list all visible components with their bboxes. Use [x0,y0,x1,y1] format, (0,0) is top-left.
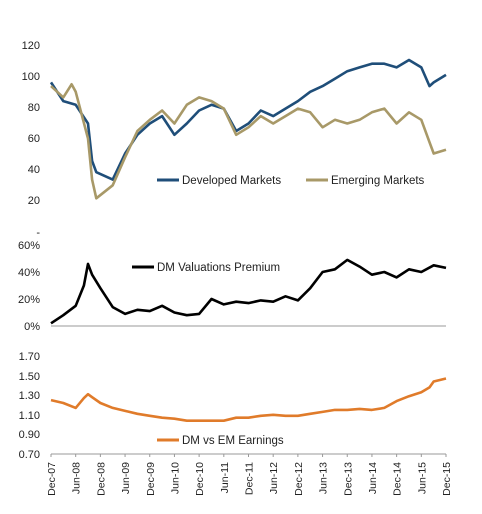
series-line-dm-valuations-premium [50,258,447,325]
x-tick-label: Jun-10 [169,462,181,494]
x-tick-label: Jun-12 [268,462,280,494]
y-tick-label: 80 [28,102,40,114]
y-tick-label: - [36,227,40,239]
y-tick-label: 0.90 [19,429,40,441]
x-tick-label: Jun-13 [318,462,330,494]
x-tick-label: Jun-08 [71,462,83,494]
legend-label: DM vs EM Earnings [182,435,284,447]
y-tick-label: 60% [18,240,40,252]
series-line-emerging-markets [50,83,447,200]
x-tick-label: Dec-08 [95,462,107,496]
x-tick-label: Jun-15 [416,462,428,494]
legend-label: Developed Markets [182,175,281,187]
x-tick-label: Jun-09 [120,462,132,494]
y-tick-label: 40 [28,164,40,176]
y-tick-label: 20% [18,294,40,306]
x-tick-label: Dec-13 [342,462,354,496]
y-tick-label: 0.70 [19,449,40,461]
y-tick-label: 40% [18,267,40,279]
legend-label: Emerging Markets [331,175,425,187]
x-tick-label: Dec-15 [441,462,453,496]
legend-label: DM Valuations Premium [157,262,280,274]
x-tick-label: Dec-09 [145,462,157,496]
x-tick-label: Jun-14 [367,462,379,494]
y-tick-label: 20 [28,195,40,207]
y-tick-label: 100 [22,71,40,83]
series-line-developed-markets [49,58,447,181]
y-tick-label: 1.10 [19,410,40,422]
y-tick-label: 1.70 [19,351,40,363]
x-tick-label: Jun-11 [219,462,231,493]
x-tick-label: Dec-12 [293,462,305,496]
y-tick-label: 0% [24,321,40,333]
series-line-dm-vs-em-earnings [50,377,447,423]
x-tick-label: Dec-07 [46,462,58,496]
y-tick-label: 60 [28,133,40,145]
y-tick-label: 1.50 [19,371,40,383]
x-tick-label: Dec-11 [244,462,256,495]
y-tick-label: 120 [22,40,40,52]
x-tick-label: Dec-10 [194,462,206,496]
x-tick-label: Dec-14 [392,462,404,496]
y-tick-label: 1.30 [19,390,40,402]
